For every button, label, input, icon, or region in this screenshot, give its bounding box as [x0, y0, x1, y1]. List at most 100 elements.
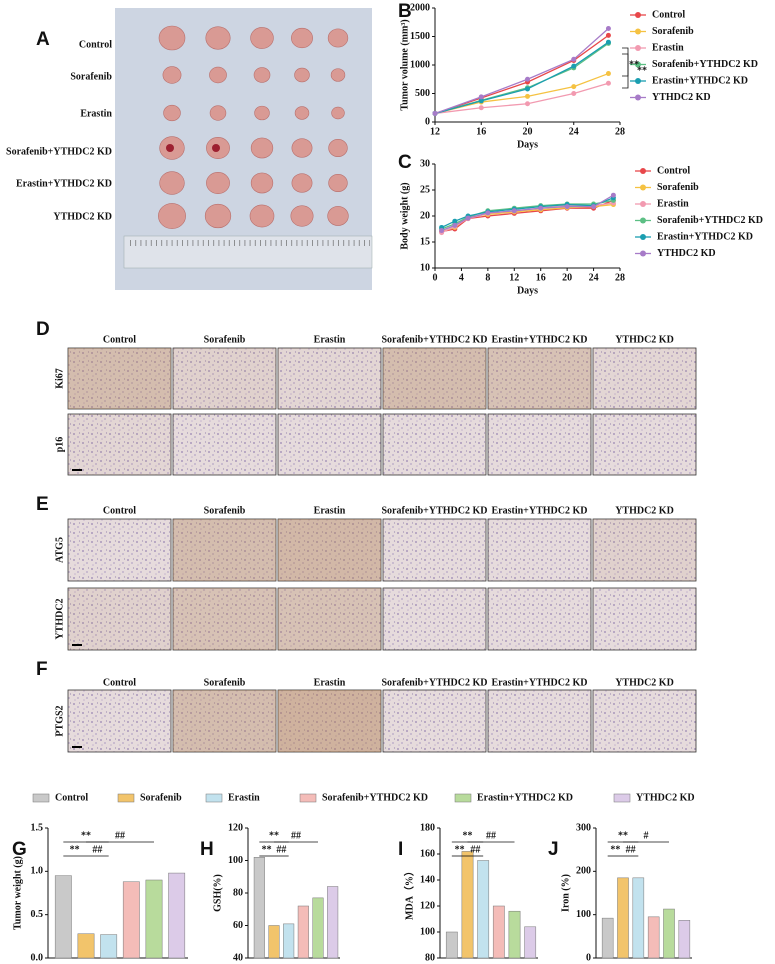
column-header: Sorafenib+YTHDC2 KD: [382, 677, 488, 688]
ihc-image: [67, 689, 172, 753]
y-axis-label: Tumor volume (mm³): [399, 19, 410, 110]
tumor: [254, 105, 270, 121]
significance-bracket: [622, 47, 629, 77]
ihc-image: [382, 587, 487, 651]
y-tick-label: 180: [420, 822, 435, 833]
bar: [663, 908, 675, 959]
y-tick-label: 80: [425, 952, 435, 963]
y-tick-label: 120: [228, 822, 243, 833]
column-header: Control: [103, 677, 136, 688]
bar: [508, 910, 521, 959]
point: [439, 228, 445, 234]
column-header: YTHDC2 KD: [615, 677, 674, 688]
tumor: [158, 203, 186, 229]
y-tick-label: 120: [420, 900, 435, 911]
y-tick-label: 1.5: [31, 822, 44, 833]
ihc-stain: [173, 690, 276, 752]
ihc-image: [592, 413, 697, 476]
bar: [327, 886, 339, 959]
series-line: [434, 28, 609, 115]
legend-marker: [640, 234, 646, 240]
annotation: #: [644, 830, 649, 841]
photo-label: Control: [79, 39, 112, 50]
x-tick-label: 16: [536, 272, 546, 283]
series-line: [434, 41, 609, 115]
legend-marker: [640, 217, 646, 224]
row-label: PTGS2: [54, 705, 65, 736]
photo-label: Erastin: [80, 108, 112, 119]
annotation: ##: [486, 830, 496, 841]
series-line: [434, 72, 609, 115]
bar: [145, 879, 163, 959]
bar: [297, 905, 309, 959]
ihc-stain: [593, 519, 696, 581]
point: [478, 98, 484, 104]
annotation: ##: [115, 830, 125, 841]
legend-marker: [635, 94, 641, 101]
point: [564, 204, 570, 210]
column-header: Sorafenib: [204, 505, 246, 516]
y-tick-label: 40: [233, 952, 243, 963]
y-tick-label: 0.0: [31, 952, 44, 963]
column-header: YTHDC2 KD: [615, 505, 674, 516]
legend-label: Sorafenib: [652, 26, 694, 37]
ihc-stain: [488, 690, 591, 752]
tumor: [209, 66, 227, 84]
point: [571, 56, 577, 62]
x-tick-label: 12: [509, 272, 519, 283]
significance-bracket: [622, 53, 629, 89]
ihc-image: [67, 347, 172, 410]
ihc-stain: [68, 414, 171, 475]
y-axis-label: MDA（%）: [402, 866, 415, 920]
bar: [601, 917, 614, 959]
bar: [461, 851, 474, 959]
point: [605, 26, 611, 32]
tumor: [290, 205, 314, 227]
y-axis-label: Body weight (g): [399, 182, 410, 249]
ihc-image: [382, 413, 487, 476]
bar: [647, 916, 660, 959]
column-header: Sorafenib: [204, 677, 246, 688]
bar: [312, 897, 324, 959]
ihc-image: [172, 347, 277, 410]
legend-label: Erastin: [657, 198, 689, 209]
bar: [492, 905, 505, 959]
point: [525, 101, 530, 107]
column-header: Erastin+YTHDC2 KD: [492, 505, 588, 516]
legend-marker: [640, 250, 646, 257]
bar: [54, 875, 72, 959]
legend-swatch: [117, 793, 135, 803]
ihc-image: [172, 518, 277, 582]
x-tick-label: 28: [615, 126, 625, 137]
x-tick-label: 0: [433, 272, 438, 283]
ihc-image: [277, 413, 382, 476]
y-axis-label: Tumor weight (g): [12, 856, 23, 930]
tumor: [331, 106, 345, 120]
legend-marker: [635, 45, 641, 51]
tumor: [158, 25, 186, 51]
point: [525, 86, 530, 92]
y-axis-label: Iron (%): [560, 874, 571, 912]
column-header: Sorafenib: [204, 334, 246, 345]
tumor: [328, 174, 348, 192]
row-label: ATG5: [54, 537, 65, 563]
x-tick-label: 28: [615, 272, 625, 283]
point: [485, 210, 491, 216]
point: [478, 105, 484, 111]
point: [591, 204, 597, 210]
annotation: **: [81, 830, 91, 841]
annotation: **: [455, 844, 465, 855]
y-tick-label: 0: [586, 952, 591, 963]
legend-swatch: [32, 793, 50, 803]
ihc-stain: [173, 348, 276, 409]
ihc-image: [592, 689, 697, 753]
bar: [524, 926, 537, 959]
tumor: [328, 139, 348, 157]
y-tick-label: 100: [576, 909, 591, 920]
tumor: [159, 171, 185, 195]
bar: [283, 923, 295, 959]
annotation: **: [610, 844, 620, 855]
y-tick-label: 30: [420, 158, 430, 169]
point: [525, 93, 530, 99]
tumor: [327, 206, 349, 226]
